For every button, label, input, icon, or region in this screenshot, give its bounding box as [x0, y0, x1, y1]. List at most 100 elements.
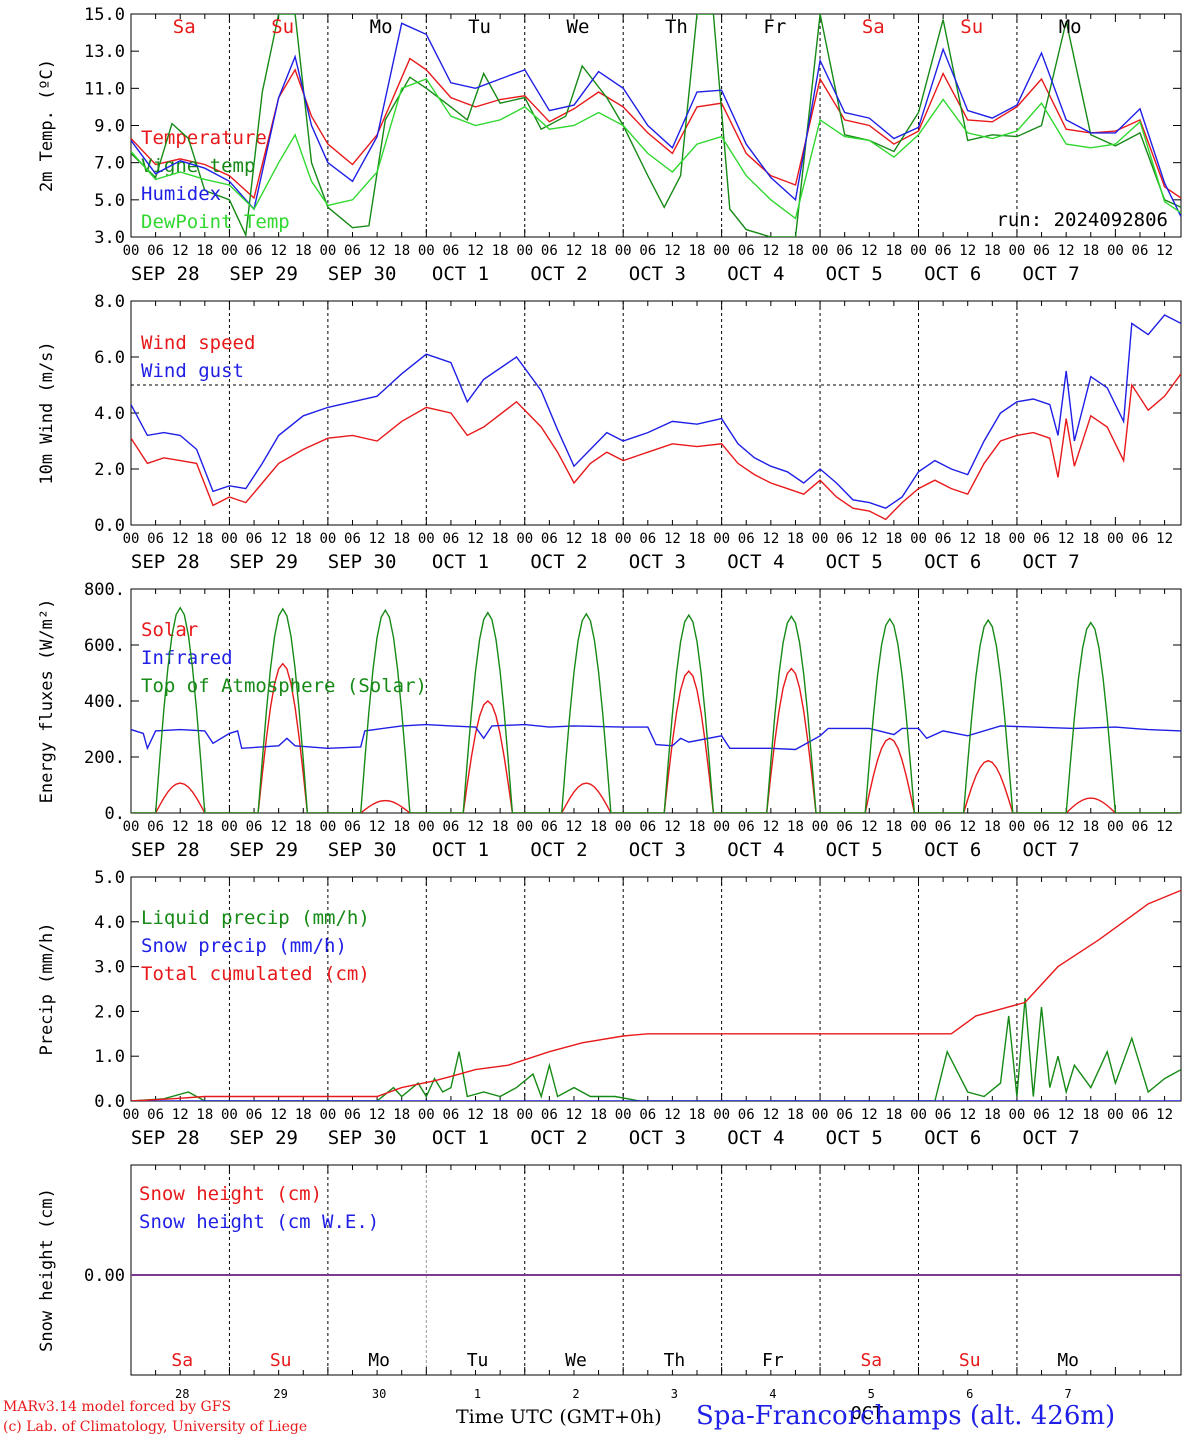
- x-hour-label: 06: [1033, 1107, 1050, 1123]
- x-hour-label: 18: [196, 1107, 213, 1123]
- y-tick-label: 15.0: [84, 5, 125, 25]
- day-number: 2: [572, 1387, 579, 1401]
- x-hour-label: 06: [442, 243, 459, 259]
- x-hour-label: 12: [369, 1107, 386, 1123]
- y-tick-label: 1.0: [94, 1047, 125, 1067]
- weekday-label: Tu: [468, 16, 491, 38]
- credit-line-2: (c) Lab. of Climatology, University of L…: [3, 1419, 308, 1435]
- x-hour-label: 18: [393, 531, 410, 547]
- x-hour-label: 00: [123, 819, 140, 835]
- y-tick-label: 3.0: [94, 958, 125, 978]
- station-title: Spa-Francorchamps (alt. 426m): [696, 1401, 1116, 1431]
- x-date-label: OCT 3: [629, 839, 686, 861]
- x-hour-label: 18: [787, 819, 804, 835]
- weekday-label-bottom: We: [565, 1350, 587, 1371]
- x-hour-label: 06: [639, 531, 656, 547]
- x-hour-label: 06: [344, 1107, 361, 1123]
- x-hour-label: 12: [467, 243, 484, 259]
- y-tick-label: 8.0: [94, 292, 125, 312]
- y-tick-label: 600.: [84, 636, 125, 656]
- x-hour-label: 00: [615, 243, 632, 259]
- x-hour-label: 06: [836, 819, 853, 835]
- legend-entry: Top of Atmosphere (Solar): [141, 675, 427, 697]
- x-hour-label: 12: [566, 819, 583, 835]
- x-hour-label: 00: [418, 531, 435, 547]
- x-hour-label: 06: [738, 243, 755, 259]
- x-hour-label: 06: [246, 531, 263, 547]
- x-hour-label: 00: [319, 531, 336, 547]
- y-axis-title: Energy fluxes (W/m²): [37, 599, 57, 804]
- x-hour-label: 00: [615, 531, 632, 547]
- x-hour-label: 12: [959, 531, 976, 547]
- x-hour-label: 06: [1132, 819, 1149, 835]
- x-hour-label: 12: [664, 531, 681, 547]
- x-hour-label: 00: [812, 243, 829, 259]
- x-hour-label: 00: [516, 819, 533, 835]
- x-date-label: OCT 3: [629, 263, 686, 285]
- y-tick-label: 2.0: [94, 1002, 125, 1022]
- x-hour-label: 18: [984, 819, 1001, 835]
- weekday-label: Sa: [173, 16, 196, 38]
- weekday-label: Su: [960, 16, 983, 38]
- weekday-label-bottom: Sa: [171, 1350, 193, 1371]
- legend-entry: Total cumulated (cm): [141, 963, 370, 985]
- x-hour-label: 06: [836, 531, 853, 547]
- x-hour-label: 18: [492, 819, 509, 835]
- weekday-label: Th: [665, 16, 688, 38]
- series-line-wind-speed: [131, 373, 1181, 521]
- series-line-total-cumulated-cm-: [131, 889, 1181, 1101]
- x-hour-label: 12: [762, 243, 779, 259]
- y-tick-label: 11.0: [84, 79, 125, 99]
- x-hour-label: 06: [738, 531, 755, 547]
- y-tick-label: 5.0: [94, 191, 125, 211]
- weekday-label: Mo: [1059, 16, 1082, 38]
- x-hour-label: 18: [295, 531, 312, 547]
- x-hour-label: 18: [295, 1107, 312, 1123]
- series-line-top-of-atmosphere-solar-: [131, 606, 1181, 813]
- x-hour-label: 00: [319, 819, 336, 835]
- y-tick-label: 3.0: [94, 228, 125, 248]
- x-hour-label: 12: [270, 531, 287, 547]
- y-tick-label: 6.0: [94, 348, 125, 368]
- weekday-label-bottom: Mo: [368, 1350, 390, 1371]
- x-hour-label: 06: [935, 243, 952, 259]
- x-hour-label: 00: [713, 531, 730, 547]
- x-hour-label: 18: [787, 243, 804, 259]
- day-number: 4: [769, 1387, 776, 1401]
- x-date-label: OCT 2: [530, 1127, 587, 1149]
- x-hour-label: 06: [738, 1107, 755, 1123]
- x-hour-label: 18: [590, 1107, 607, 1123]
- x-hour-label: 18: [787, 531, 804, 547]
- x-date-label: OCT 6: [924, 1127, 981, 1149]
- x-hour-label: 00: [123, 1107, 140, 1123]
- x-date-label: OCT 1: [432, 263, 489, 285]
- x-hour-label: 06: [344, 819, 361, 835]
- time-axis-label: Time UTC (GMT+0h): [456, 1406, 662, 1428]
- y-tick-label: 0.0: [94, 1092, 125, 1112]
- x-hour-label: 18: [295, 243, 312, 259]
- x-hour-label: 00: [713, 819, 730, 835]
- legend-entry: Snow height (cm): [139, 1183, 322, 1205]
- x-hour-label: 00: [1009, 531, 1026, 547]
- x-hour-label: 00: [1107, 819, 1124, 835]
- day-number: 6: [966, 1387, 973, 1401]
- x-hour-label: 12: [172, 1107, 189, 1123]
- legend-entry: Wind speed: [141, 332, 255, 354]
- month-label: OCT: [851, 1403, 884, 1424]
- x-hour-label: 12: [1156, 1107, 1173, 1123]
- weekday-label: Su: [271, 16, 294, 38]
- x-hour-label: 06: [541, 819, 558, 835]
- x-date-label: OCT 5: [826, 263, 883, 285]
- x-date-label: SEP 28: [131, 263, 200, 285]
- x-hour-label: 18: [196, 243, 213, 259]
- x-hour-label: 06: [935, 1107, 952, 1123]
- x-hour-label: 12: [566, 243, 583, 259]
- x-hour-label: 06: [541, 243, 558, 259]
- weekday-label: Sa: [862, 16, 885, 38]
- x-hour-label: 00: [713, 243, 730, 259]
- x-hour-label: 18: [689, 243, 706, 259]
- x-hour-label: 00: [221, 243, 238, 259]
- x-hour-label: 06: [1132, 531, 1149, 547]
- day-number: 30: [372, 1387, 386, 1401]
- x-hour-label: 00: [516, 243, 533, 259]
